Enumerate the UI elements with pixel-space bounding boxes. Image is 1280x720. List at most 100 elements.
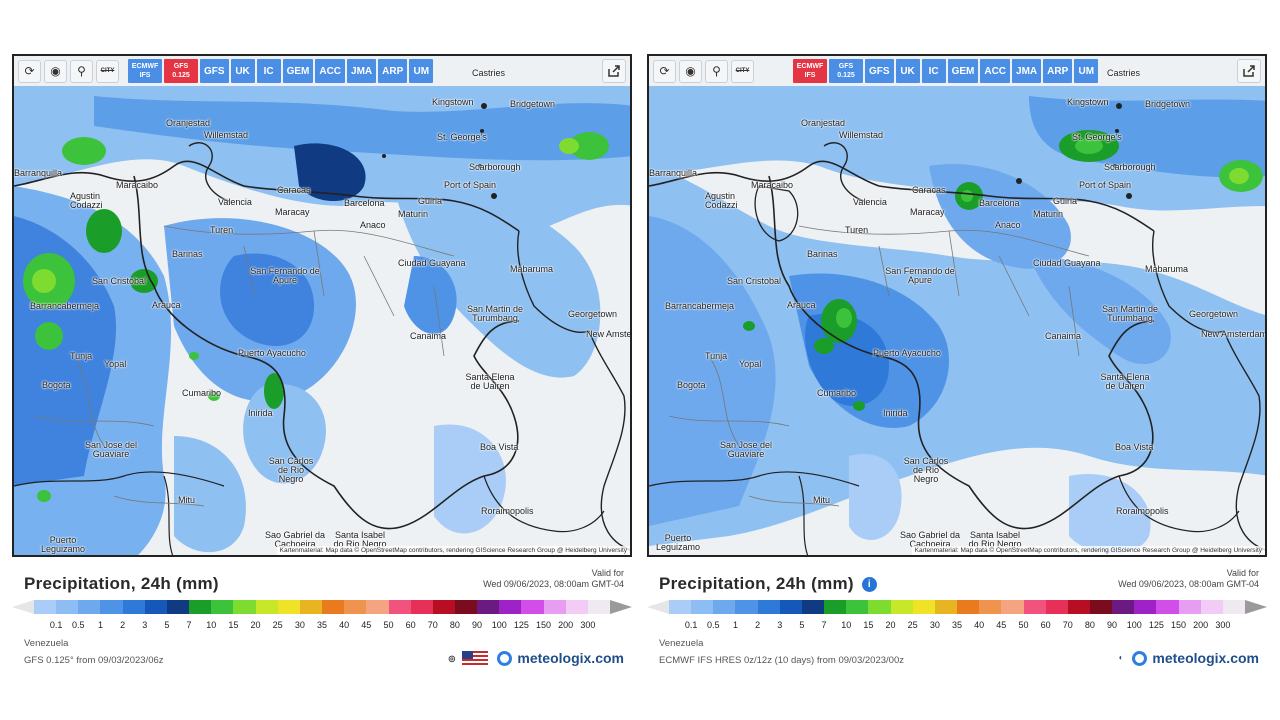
city-label: Barrancabermeja [30, 301, 100, 311]
colorbar-swatch [366, 600, 389, 614]
model-label: ECMWF IFS [796, 63, 824, 79]
model-button-acc[interactable]: ACC [315, 59, 346, 83]
colorbar-swatch [454, 600, 478, 614]
city-label: Barinas [172, 249, 203, 259]
city-label: Scarborough [1104, 162, 1156, 172]
colorbar-tick-label: 15 [863, 620, 874, 630]
city-label: Cumaribo [817, 388, 857, 398]
city-label: Santa Elena de Uairen [465, 372, 515, 391]
colorbar-swatch [277, 600, 300, 614]
colorbar-swatch [846, 600, 869, 614]
colorbar-tick-label: 25 [907, 620, 918, 630]
colorbar-swatch [1112, 600, 1135, 614]
colorbar-swatch [1134, 600, 1157, 614]
model-button-um[interactable]: UM [409, 59, 434, 83]
colorbar-tick-label: 20 [250, 620, 261, 630]
city-toggle-icon[interactable]: CITY [731, 59, 754, 83]
model-button-uk[interactable]: UK [230, 59, 255, 83]
city-label: Puerto Ayacucho [873, 348, 941, 358]
model-run-label: ECMWF IFS HRES 0z/12z (10 days) from 09/… [659, 655, 904, 666]
zoom-icon[interactable]: ⚲ [70, 59, 93, 83]
city-label: Barrancabermeja [665, 301, 735, 311]
model-button-uk[interactable]: UK [895, 59, 920, 83]
city-label: Puerto Leguizamo [40, 535, 86, 554]
refresh-icon[interactable]: ⟳ [653, 59, 676, 83]
precipitation-field [14, 56, 630, 555]
legend-header: Precipitation, 24h (mm) Valid for Wed 09… [24, 568, 624, 598]
model-button-ecmwf-ifs[interactable]: ECMWF IFS [793, 59, 827, 83]
model-button-ic[interactable]: IC [921, 59, 946, 83]
model-button-gem[interactable]: GEM [282, 59, 314, 83]
city-label: Roraimopolis [1116, 506, 1169, 516]
brand-name: meteologix.com [517, 650, 624, 666]
share-icon[interactable] [602, 59, 626, 83]
city-label: Turen [845, 225, 869, 235]
city-label: Canaima [1045, 331, 1082, 341]
colorbar-swatch [233, 600, 256, 614]
colorbar-swatch [211, 600, 234, 614]
city-label: Kingstown [432, 97, 474, 107]
colorbar-swatch [1023, 600, 1046, 614]
brand[interactable]: ◐ meteologix.com [1119, 650, 1259, 666]
colorbar-swatch [1178, 600, 1201, 614]
colorbar [12, 600, 632, 614]
noaa-icon: ◎ [448, 653, 456, 663]
model-button-gfs-0125[interactable]: GFS 0.125 [164, 59, 198, 83]
model-button-ecmwf-ifs[interactable]: ECMWF IFS [128, 59, 162, 83]
model-button-gem[interactable]: GEM [947, 59, 979, 83]
precipitation-map[interactable]: ⟳ ◉ ⚲ CITY ECMWF IFS GFS 0.125 GFS UK IC G… [12, 54, 632, 557]
share-icon[interactable] [1237, 59, 1261, 83]
model-button-arp[interactable]: ARP [378, 59, 408, 83]
legend-title-text: Precipitation, 24h (mm) [659, 574, 854, 593]
city-label: Sao Gabriel da Cachoeira [264, 530, 326, 549]
colorbar-swatch [779, 600, 802, 614]
colorbar-tick-label: 1 [97, 620, 103, 630]
colorbar-tick-label: 5 [164, 620, 170, 630]
city-label: Kingstown [1067, 97, 1109, 107]
model-button-acc[interactable]: ACC [980, 59, 1011, 83]
colorbar-max-arrow [1245, 600, 1267, 614]
model-button-gfs[interactable]: GFS [200, 59, 229, 83]
colorbar-swatch [1067, 600, 1090, 614]
brand[interactable]: ◎ meteologix.com [448, 650, 624, 666]
city-label: Bogota [677, 380, 706, 390]
colorbar-swatch [543, 600, 566, 614]
model-button-gfs[interactable]: GFS [865, 59, 894, 83]
refresh-icon[interactable]: ⟳ [18, 59, 41, 83]
colorbar-swatch [189, 600, 212, 614]
colorbar-swatch [344, 600, 367, 614]
colorbar-swatch [322, 600, 345, 614]
model-button-jma[interactable]: JMA [347, 59, 377, 83]
colorbar-tick-label: 25 [272, 620, 283, 630]
colorbar-tick-label: 100 [491, 620, 507, 630]
city-label: Barinas [807, 249, 838, 259]
colorbar-tick-label: 150 [1171, 620, 1187, 630]
colorbar-tick-label: 200 [558, 620, 574, 630]
model-button-arp[interactable]: ARP [1043, 59, 1073, 83]
model-button-jma[interactable]: JMA [1012, 59, 1042, 83]
model-button-um[interactable]: UM [1074, 59, 1099, 83]
model-button-ic[interactable]: IC [256, 59, 281, 83]
colorbar-swatch [691, 600, 714, 614]
map-toolbar: ⟳ ◉ ⚲ CITY ECMWF IFS GFS 0.125 GFS UK IC G… [649, 56, 1099, 86]
colorbar-tick-label: 90 [472, 620, 483, 630]
colorbar-swatch [499, 600, 522, 614]
city-label: Sao Gabriel da Cachoeira [899, 530, 961, 549]
city-label: St. George's [1072, 132, 1122, 142]
precipitation-map[interactable]: ⟳ ◉ ⚲ CITY ECMWF IFS GFS 0.125 GFS UK IC G… [647, 54, 1267, 557]
city-toggle-icon[interactable]: CITY [96, 59, 119, 83]
location-pin-icon[interactable]: ◉ [679, 59, 702, 83]
city-label: San Jose del Guaviare [84, 440, 138, 459]
location-pin-icon[interactable]: ◉ [44, 59, 67, 83]
region-label: Venezuela [659, 638, 704, 649]
colorbar-swatch [735, 600, 758, 614]
city-label: Boa Vista [480, 442, 519, 452]
info-icon[interactable]: i [861, 577, 877, 592]
city-label: Willemstad [204, 130, 249, 140]
model-button-gfs-0125[interactable]: GFS 0.125 [829, 59, 863, 83]
city-label: Tunja [70, 351, 93, 361]
map-toolbar: ⟳ ◉ ⚲ CITY ECMWF IFS GFS 0.125 GFS UK IC G… [14, 56, 434, 86]
city-label: Turen [210, 225, 234, 235]
colorbar-swatch [78, 600, 101, 614]
zoom-icon[interactable]: ⚲ [705, 59, 728, 83]
